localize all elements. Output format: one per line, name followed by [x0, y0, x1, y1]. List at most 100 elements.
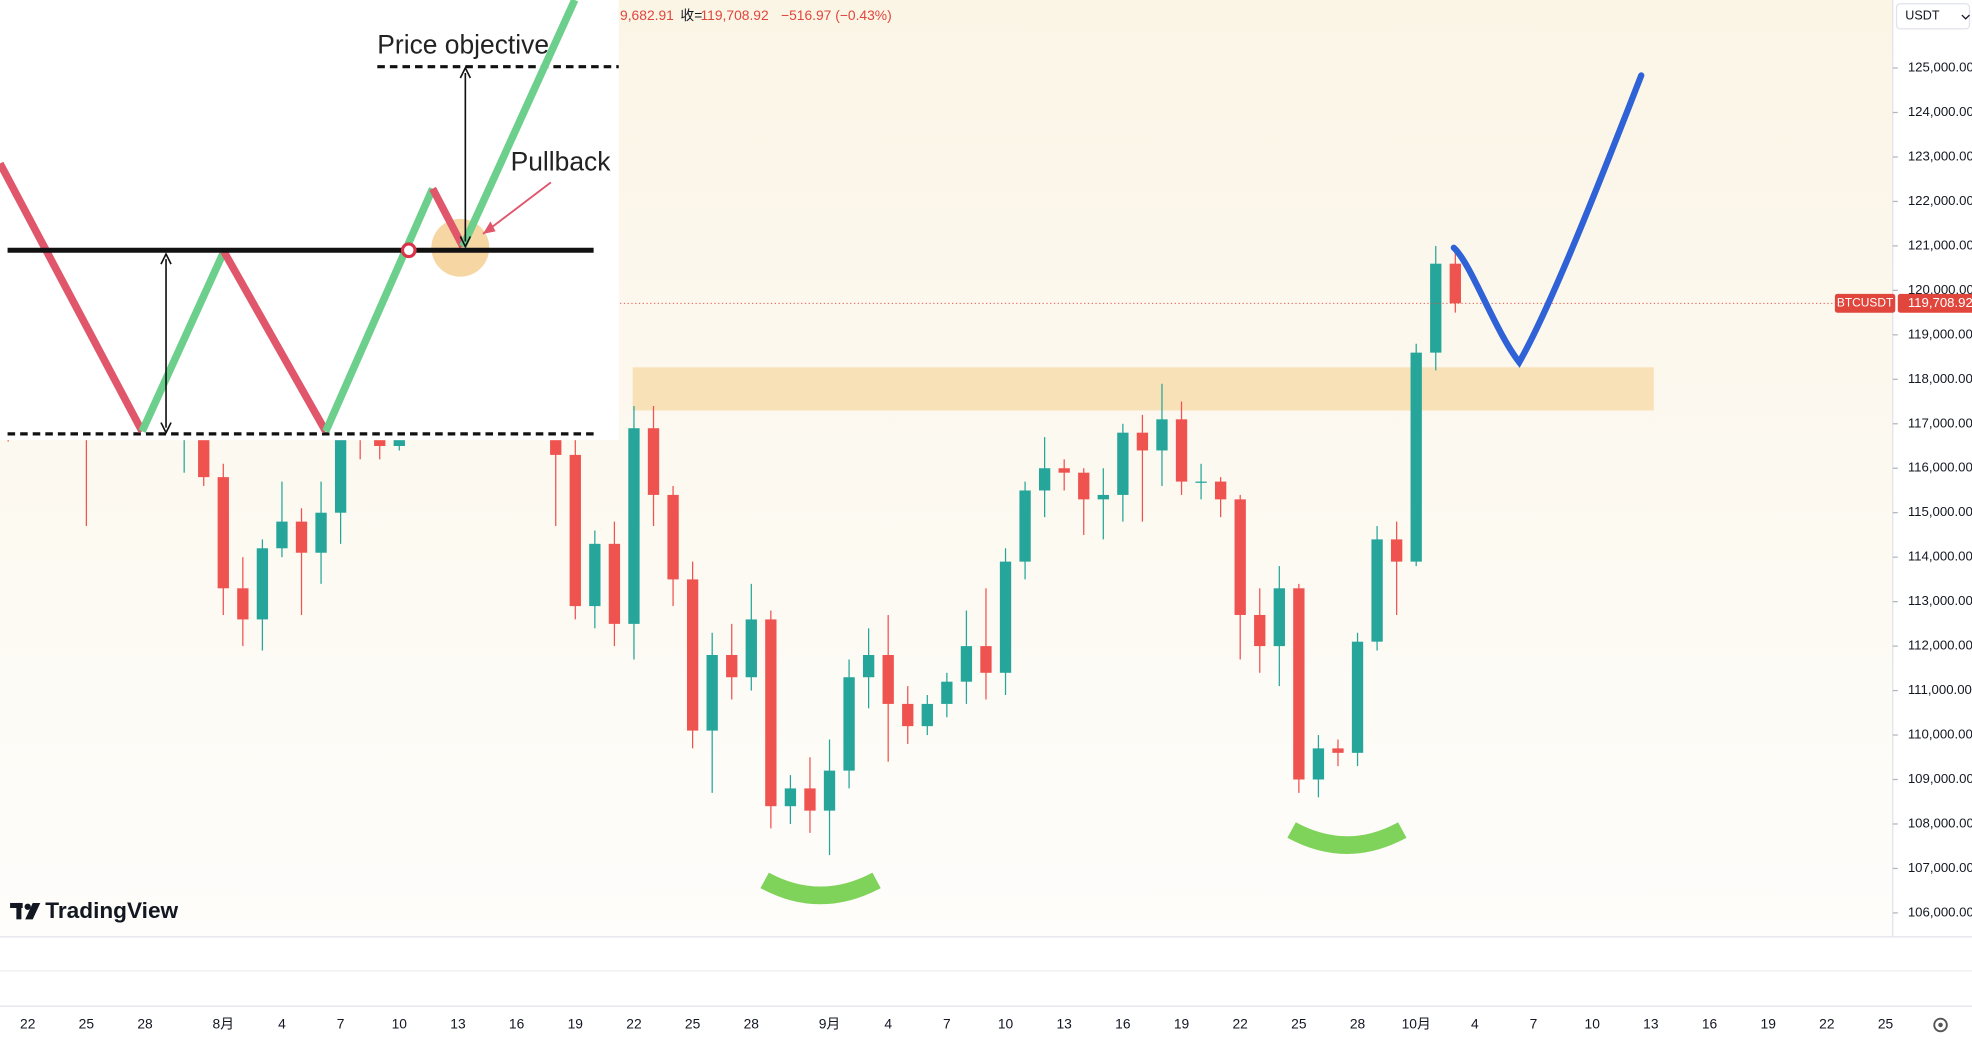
- up-leg: [459, 0, 579, 249]
- axes-layer: 106,000.00 107,000.00 108,000.00 109,000.00…: [20, 60, 1972, 1032]
- candle-body: [1195, 481, 1207, 483]
- x-tick-label: 9月: [819, 1016, 841, 1032]
- x-tick-label: 10: [392, 1016, 408, 1032]
- candle-body: [706, 655, 718, 731]
- y-tick-label: 108,000.00: [1908, 815, 1972, 830]
- x-tick-label: 28: [744, 1016, 760, 1032]
- x-tick-label: 16: [1702, 1016, 1718, 1032]
- y-tick-label: 107,000.00: [1908, 860, 1972, 875]
- y-tick-label: 120,000.00: [1908, 282, 1972, 297]
- candle-body: [1038, 468, 1051, 491]
- x-tick-label: 19: [1174, 1016, 1190, 1032]
- candle-body: [1351, 641, 1364, 753]
- currency-label[interactable]: USDT: [1905, 9, 1940, 23]
- header-change: −516.97 (−0.43%): [781, 7, 892, 23]
- up-leg: [138, 249, 228, 433]
- settings-icon-center[interactable]: [1938, 1022, 1943, 1028]
- x-tick-label: 22: [1233, 1016, 1248, 1032]
- pullback-leg: [429, 186, 467, 249]
- candle-body: [1254, 614, 1266, 647]
- logo-part: [24, 903, 31, 910]
- y-tick-label: 123,000.00: [1908, 148, 1972, 163]
- candle-body: [1234, 499, 1246, 615]
- candle-body: [315, 512, 327, 553]
- bottom-marker: [760, 872, 881, 905]
- candle-body: [1449, 263, 1461, 304]
- candle-body: [843, 677, 855, 771]
- candle-body: [295, 521, 308, 553]
- candle-body: [1058, 468, 1070, 473]
- candle-body: [1117, 432, 1129, 495]
- y-tick-label: 124,000.00: [1908, 104, 1972, 119]
- pullback-label: Pullback: [511, 146, 612, 176]
- x-tick-label: 10月: [1402, 1016, 1431, 1032]
- y-tick-label: 118,000.00: [1908, 371, 1972, 386]
- arrow-head: [160, 252, 172, 435]
- pullback-pointer: [482, 181, 552, 235]
- up-leg: [322, 187, 437, 433]
- y-tick-label: 125,000.00: [1908, 60, 1972, 75]
- last-price-tag: [1897, 293, 1972, 313]
- x-tick-label: 4: [1471, 1016, 1479, 1032]
- arrow-head: [459, 66, 472, 249]
- y-tick-label: 110,000.00: [1908, 727, 1972, 742]
- candle-body: [882, 655, 894, 704]
- candle-body: [628, 428, 640, 624]
- candle-body: [1214, 481, 1227, 500]
- projection-path: [1450, 72, 1645, 368]
- y-tick-label: 114,000.00: [1908, 549, 1972, 564]
- currency-button[interactable]: [1895, 3, 1971, 30]
- candle-body: [589, 543, 601, 607]
- candle-body: [804, 788, 816, 811]
- x-tick-label: 25: [685, 1016, 701, 1032]
- candle-body: [276, 521, 288, 549]
- x-tick-label: 16: [509, 1016, 525, 1032]
- arrow-head: [482, 221, 496, 234]
- x-tick-label: 28: [137, 1016, 153, 1032]
- candle-body: [726, 655, 738, 678]
- x-tick-label: 13: [1643, 1016, 1659, 1032]
- inset-background: [0, 0, 619, 441]
- logo-part: [25, 902, 41, 920]
- x-tick-label: 13: [1056, 1016, 1072, 1032]
- zone-layer: [632, 367, 1654, 411]
- down-leg: [220, 249, 330, 434]
- y-tick-label: 119,000.00: [1908, 326, 1972, 341]
- x-tick-label: 19: [568, 1016, 584, 1032]
- candle-body: [745, 619, 757, 678]
- x-tick-label: 28: [1350, 1016, 1366, 1032]
- candle-body: [941, 681, 953, 704]
- candle-body: [1136, 432, 1149, 451]
- y-tick-label: 106,000.00: [1908, 904, 1972, 919]
- target-label: Price objective: [377, 30, 549, 60]
- bottom-marker: [1287, 822, 1407, 854]
- candle-body: [237, 588, 249, 620]
- candle-body: [1390, 539, 1403, 562]
- x-tick-label: 4: [884, 1016, 892, 1032]
- candle-body: [667, 494, 679, 580]
- dropdown-icon[interactable]: [1961, 14, 1970, 20]
- x-tick-label: 10: [1585, 1016, 1601, 1032]
- candle-body: [1097, 494, 1109, 500]
- candle-body: [686, 579, 699, 731]
- header-close-value: 119,708.92: [701, 7, 769, 23]
- candle-body: [569, 454, 581, 607]
- candle-body: [960, 646, 973, 682]
- candle-body: [765, 619, 777, 807]
- x-tick-label: 4: [278, 1016, 286, 1032]
- x-tick-label: 7: [337, 1016, 345, 1032]
- x-tick-label: 22: [20, 1016, 35, 1032]
- x-tick-label: 10: [998, 1016, 1014, 1032]
- candle-body: [999, 561, 1012, 673]
- candle-body: [1332, 748, 1344, 753]
- x-tick-label: 25: [1291, 1016, 1307, 1032]
- x-tick-label: 22: [1819, 1016, 1834, 1032]
- brand-logo: TradingView: [10, 898, 179, 923]
- brand-name: TradingView: [45, 898, 178, 923]
- y-tick-label: 115,000.00: [1908, 504, 1972, 519]
- candle-body: [374, 437, 386, 447]
- settings-icon[interactable]: [1933, 1017, 1948, 1033]
- y-tick-label: 121,000.00: [1908, 237, 1972, 252]
- support-zone: [632, 367, 1654, 411]
